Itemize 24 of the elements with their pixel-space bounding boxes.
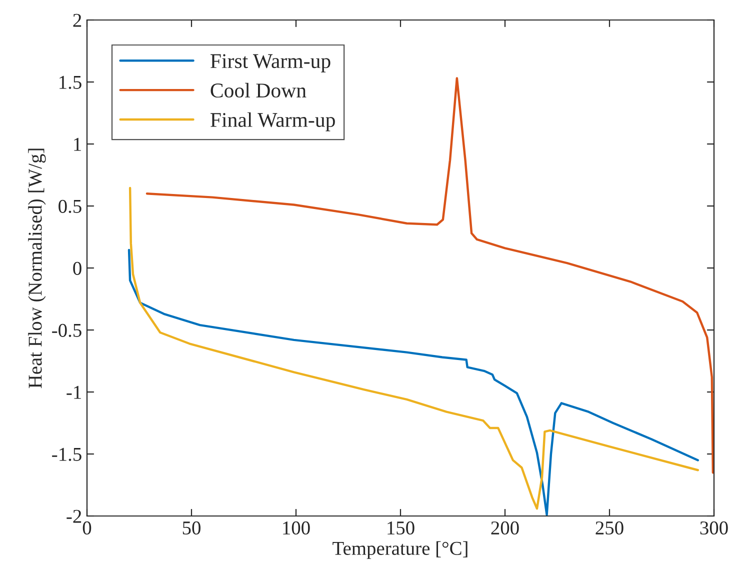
x-tick-label: 150 (388, 521, 414, 535)
x-tick-label: 250 (596, 521, 624, 535)
x-tick-label: 100 (283, 521, 310, 535)
x-tick-label: 50 (182, 521, 200, 535)
y-axis-title: Heat Flow (Normalised) [W/g] (28, 148, 46, 388)
y-tick-label: -2 (66, 510, 82, 523)
legend-label: Cool Down (210, 82, 306, 98)
legend-label: First Warm-up (210, 54, 330, 72)
line-series (128, 186, 700, 510)
y-tick-label: -0.5 (52, 324, 82, 338)
x-tick-label: 0 (82, 521, 92, 535)
x-tick-label: 200 (491, 521, 519, 535)
legend-label: Final Warm-up (210, 112, 335, 132)
y-tick-label: 0 (73, 262, 82, 275)
x-tick-label: 300 (700, 521, 728, 535)
x-axis-title: Temperature [°C] (332, 541, 468, 559)
line-series (146, 77, 714, 474)
y-tick-label: -1 (66, 386, 81, 399)
y-tick-label: 1 (74, 138, 81, 151)
line-series (128, 248, 700, 516)
y-tick-label: 1.5 (60, 76, 82, 90)
y-tick-label: 2 (73, 14, 82, 27)
y-tick-label: -1.5 (52, 448, 82, 462)
y-tick-label: 0.5 (58, 200, 82, 214)
